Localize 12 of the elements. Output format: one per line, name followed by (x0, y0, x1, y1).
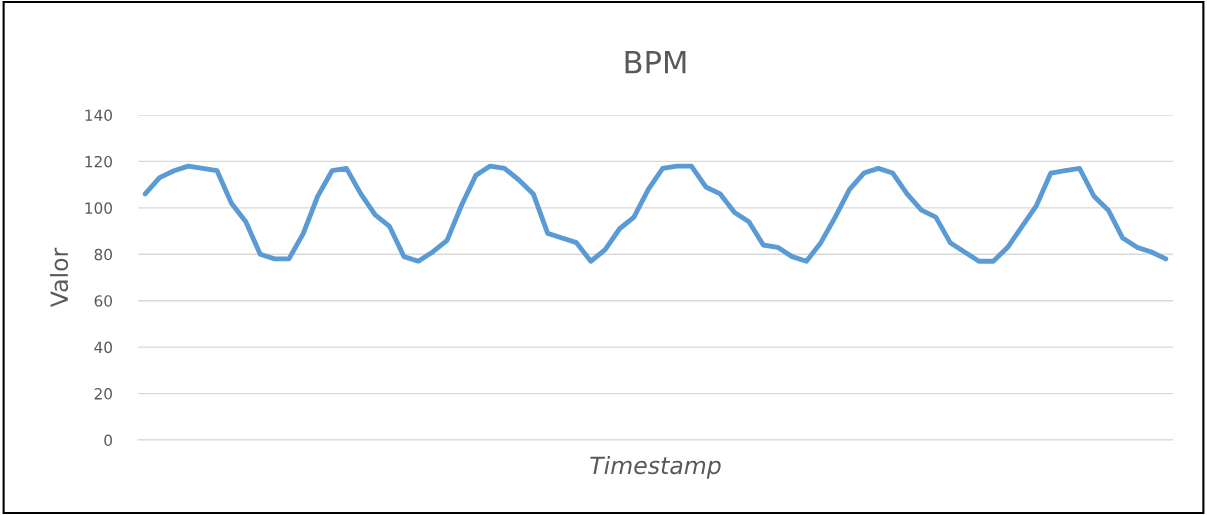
y-tick-label: 60 (94, 295, 112, 307)
y-tick-label: 140 (85, 109, 112, 122)
y-tick-label: 40 (94, 341, 112, 354)
y-tick-label: 100 (85, 202, 112, 214)
y-tick-label: 80 (94, 248, 112, 261)
y-tick-label: 20 (94, 388, 112, 400)
y-axis-title: Valor (49, 247, 69, 308)
line-series (142, 163, 1169, 264)
y-tick-label: 0 (104, 434, 112, 447)
chart-title: BPM (625, 51, 686, 74)
y-tick-label: 120 (85, 155, 112, 168)
x-axis-title: Timestamp (590, 455, 721, 479)
